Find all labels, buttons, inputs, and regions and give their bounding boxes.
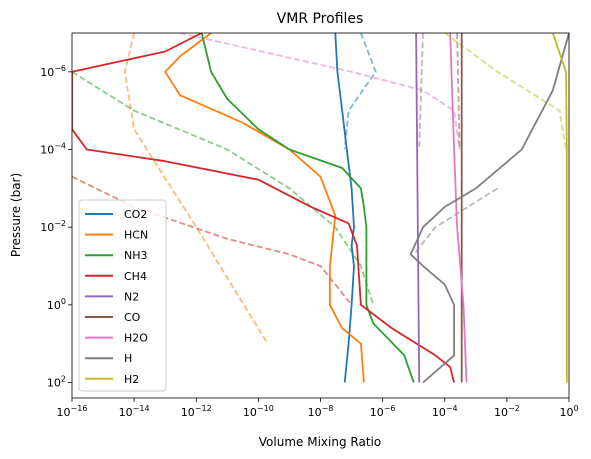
- series-h2-line: [551, 33, 568, 383]
- legend-label-h: H: [124, 352, 132, 365]
- series-nh3-initial-line: [72, 71, 375, 306]
- legend-label-hcn: HCN: [124, 229, 148, 242]
- y-tick-label: 10−4: [40, 142, 66, 157]
- series-co2-initial-line: [343, 33, 377, 150]
- series-h2o-initial-line: [179, 33, 461, 150]
- legend-box: [78, 199, 167, 392]
- y-tick-label: 102: [47, 375, 66, 390]
- x-tick-label: 100: [559, 404, 578, 419]
- y-tick-label: 100: [47, 297, 66, 312]
- series-n2-line: [415, 33, 421, 383]
- series-h-initial-line: [412, 187, 498, 255]
- series-co2-line: [334, 33, 355, 383]
- y-axis-label: Pressure (bar): [9, 173, 23, 257]
- x-tick-label: 10−2: [494, 404, 520, 419]
- chart-title: VMR Profiles: [277, 11, 364, 27]
- x-tick-label: 10−6: [370, 404, 396, 419]
- y-tick-label: 10−6: [40, 64, 66, 79]
- series-nh3-line: [200, 33, 415, 383]
- series-n2-initial-line: [418, 33, 424, 150]
- x-tick-label: 10−10: [243, 404, 274, 419]
- x-tick-label: 10−14: [119, 404, 150, 419]
- legend-label-co2: CO2: [124, 208, 147, 221]
- y-axis-ticks: 10−6 10−4 10−2 100 102: [40, 64, 72, 390]
- series-co-initial-line: [456, 33, 461, 150]
- x-axis-ticks: 10−16 10−14 10−12 10−10 10−8 10−6 10−4 10−2 100: [57, 398, 579, 419]
- legend-label-h2o: H2O: [124, 332, 148, 345]
- legend-label-n2: N2: [124, 290, 139, 303]
- legend: CO2 HCN NH3 CH4 N2 CO H2O H H2: [78, 199, 167, 392]
- series-h2-initial-line: [444, 33, 567, 150]
- legend-label-nh3: NH3: [124, 249, 148, 262]
- series-h2o-line: [449, 33, 468, 383]
- x-tick-label: 10−8: [308, 404, 334, 419]
- x-tick-label: 10−4: [432, 404, 458, 419]
- x-axis-label: Volume Mixing Ratio: [259, 435, 381, 449]
- legend-label-h2: H2: [124, 373, 139, 386]
- x-tick-label: 10−12: [181, 404, 212, 419]
- series-hcn-line: [164, 33, 365, 383]
- legend-label-ch4: CH4: [124, 270, 147, 283]
- y-tick-label: 10−2: [40, 219, 66, 234]
- series-ch4-line: [72, 33, 455, 383]
- series-h-line: [409, 33, 569, 384]
- x-tick-label: 10−16: [57, 404, 88, 419]
- legend-label-co: CO: [124, 311, 141, 324]
